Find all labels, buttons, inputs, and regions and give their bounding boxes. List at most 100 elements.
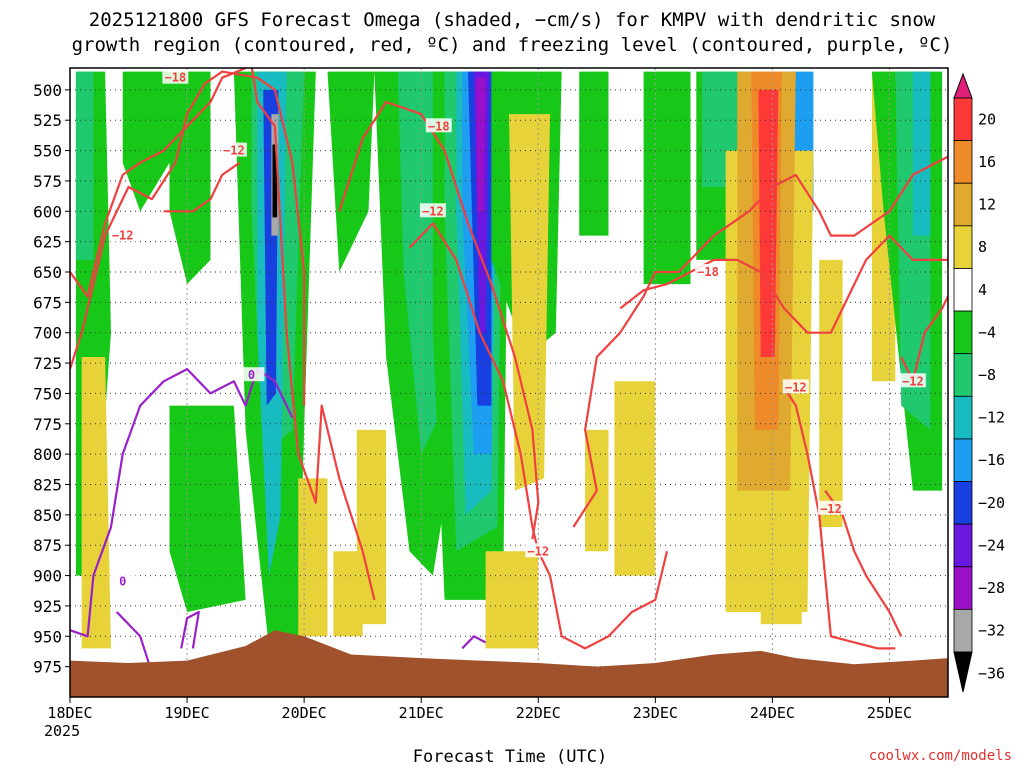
x-year-label: 2025 — [44, 722, 80, 740]
colorbar-bin-9 — [953, 481, 973, 525]
chart-title-line1: 2025121800 GFS Forecast Omega (shaded, −… — [89, 9, 936, 31]
colorbar-bin-10 — [953, 523, 973, 568]
x-tick-label-7: 25DEC — [867, 704, 912, 722]
chart-title-line2: growth region (contoured, red, ºC) and f… — [72, 34, 953, 56]
dendritic-contour-label-bg-9 — [899, 373, 926, 388]
y-tick-label-9: 725 — [33, 354, 62, 373]
dendritic-contour-5 — [572, 155, 948, 528]
watermark: coolwx.com/models — [869, 748, 1012, 764]
omega-region-27 — [81, 357, 111, 649]
dendritic-contour-label-9: −12 — [902, 374, 924, 388]
plot-area: −12 −18 −12 −18 −12 −12 −18 −12 −12 −12 0 0 — [70, 68, 948, 697]
dendritic-contour-label-bg-3 — [425, 118, 452, 133]
colorbar-label-11: −28 — [978, 579, 1005, 597]
freezing-contour-label-1: 0 — [248, 368, 255, 382]
colorbar-label-0: 20 — [978, 110, 996, 128]
colorbar-label-5: −4 — [978, 323, 996, 341]
y-tick-label-14: 850 — [33, 506, 62, 525]
x-tick-label-5: 23DEC — [633, 704, 678, 722]
colorbar-bin-5 — [953, 310, 973, 355]
colorbar-bin-11 — [953, 566, 973, 610]
dendritic-contour-label-7: −12 — [785, 380, 807, 394]
omega-region-30 — [643, 71, 691, 285]
y-tick-label-4: 600 — [33, 202, 62, 221]
y-tick-label-1: 525 — [33, 111, 62, 130]
dendritic-contour-9 — [900, 295, 948, 383]
omega-region-40 — [760, 551, 802, 625]
dendritic-contour-2 — [163, 161, 241, 213]
omega-region-44 — [912, 71, 931, 236]
omega-region-2 — [122, 71, 170, 212]
dendritic-contour-label-bg-8 — [817, 500, 844, 515]
y-tick-label-13: 825 — [33, 476, 62, 495]
colorbar-label-6: −8 — [978, 366, 996, 384]
dendritic-contour-label-1: −18 — [165, 71, 187, 85]
omega-region-23 — [509, 114, 550, 491]
dendritic-contour-label-0: −12 — [112, 229, 134, 243]
omega-region-3 — [169, 71, 211, 285]
y-tick-label-10: 750 — [33, 384, 62, 403]
y-tick-label-3: 575 — [33, 172, 62, 191]
dendritic-contour-label-4: −12 — [422, 204, 444, 218]
y-tick-label-6: 650 — [33, 263, 62, 282]
x-tick-label-6: 24DEC — [750, 704, 795, 722]
colorbar-label-1: 16 — [978, 153, 996, 171]
dendritic-contour-7 — [783, 386, 896, 650]
omega-region-34 — [614, 381, 656, 576]
dendritic-contour-1 — [70, 70, 306, 406]
omega-region-25 — [356, 429, 387, 625]
axes: 500 525 550 575 600 625 650 675 700 725 750 775 800 8… — [33, 67, 949, 740]
colorbar-bin-12 — [953, 608, 973, 653]
dendritic-contour-label-bg-0 — [109, 227, 136, 242]
dendritic-contour-label-5: −12 — [527, 544, 549, 558]
colorbar-bin-7 — [953, 395, 973, 440]
colorbar-bin-6 — [953, 353, 973, 397]
y-tick-label-5: 625 — [33, 233, 62, 252]
dendritic-contour-label-bg-6 — [695, 264, 722, 278]
colorbar-bin-4 — [953, 268, 973, 312]
x-tick-label-2: 20DEC — [282, 704, 327, 722]
dendritic-contour-3 — [338, 100, 540, 540]
colorbar-label-7: −12 — [978, 409, 1005, 427]
colorbar-label-9: −20 — [978, 494, 1005, 512]
colorbar-bin-3 — [953, 225, 973, 269]
y-tick-label-0: 500 — [33, 81, 62, 100]
dendritic-contour-label-bg-7 — [782, 379, 809, 394]
colorbar-bin-8 — [953, 438, 973, 482]
plot-frame — [69, 67, 949, 698]
colorbar-label-13: −36 — [978, 664, 1005, 682]
colorbar-label-2: 12 — [978, 196, 996, 214]
dendritic-contour-label-bg-2 — [220, 142, 247, 157]
omega-region-29 — [579, 71, 609, 236]
x-axis-label: Forecast Time (UTC) — [413, 747, 607, 767]
y-tick-label-15: 875 — [33, 536, 62, 555]
y-tick-label-17: 925 — [33, 597, 62, 616]
dendritic-contour-0 — [70, 68, 376, 601]
colorbar-label-3: 8 — [978, 238, 987, 256]
dendritic-contour-label-bg-1 — [162, 69, 189, 84]
freezing-contour-label-bg-1 — [238, 367, 265, 382]
x-tick-label-0: 18DEC — [47, 704, 92, 722]
y-tick-label-11: 775 — [33, 415, 62, 434]
colorbar-bin-1 — [953, 140, 973, 184]
dendritic-contour-6 — [619, 234, 948, 334]
omega-region-4 — [169, 405, 246, 612]
freezing-contour-label-0: 0 — [119, 575, 126, 589]
y-tick-label-18: 950 — [33, 627, 62, 646]
omega-region-28 — [333, 551, 363, 637]
y-tick-label-2: 550 — [33, 142, 62, 161]
dendritic-contour-label-3: −18 — [428, 119, 450, 133]
colorbar-label-4: 4 — [978, 281, 987, 299]
colorbar-under-triangle — [953, 651, 973, 693]
dendritic-contour-label-2: −12 — [223, 144, 245, 158]
omega-region-26 — [298, 478, 328, 637]
x-tick-label-1: 19DEC — [164, 704, 209, 722]
colorbar-label-12: −32 — [978, 622, 1005, 640]
colorbar-label-10: −24 — [978, 536, 1005, 554]
dendritic-contour-label-6: −18 — [697, 265, 719, 279]
freezing-contour-label-bg-0 — [109, 573, 136, 588]
y-tick-label-16: 900 — [33, 567, 62, 586]
y-tick-label-19: 975 — [33, 658, 62, 677]
